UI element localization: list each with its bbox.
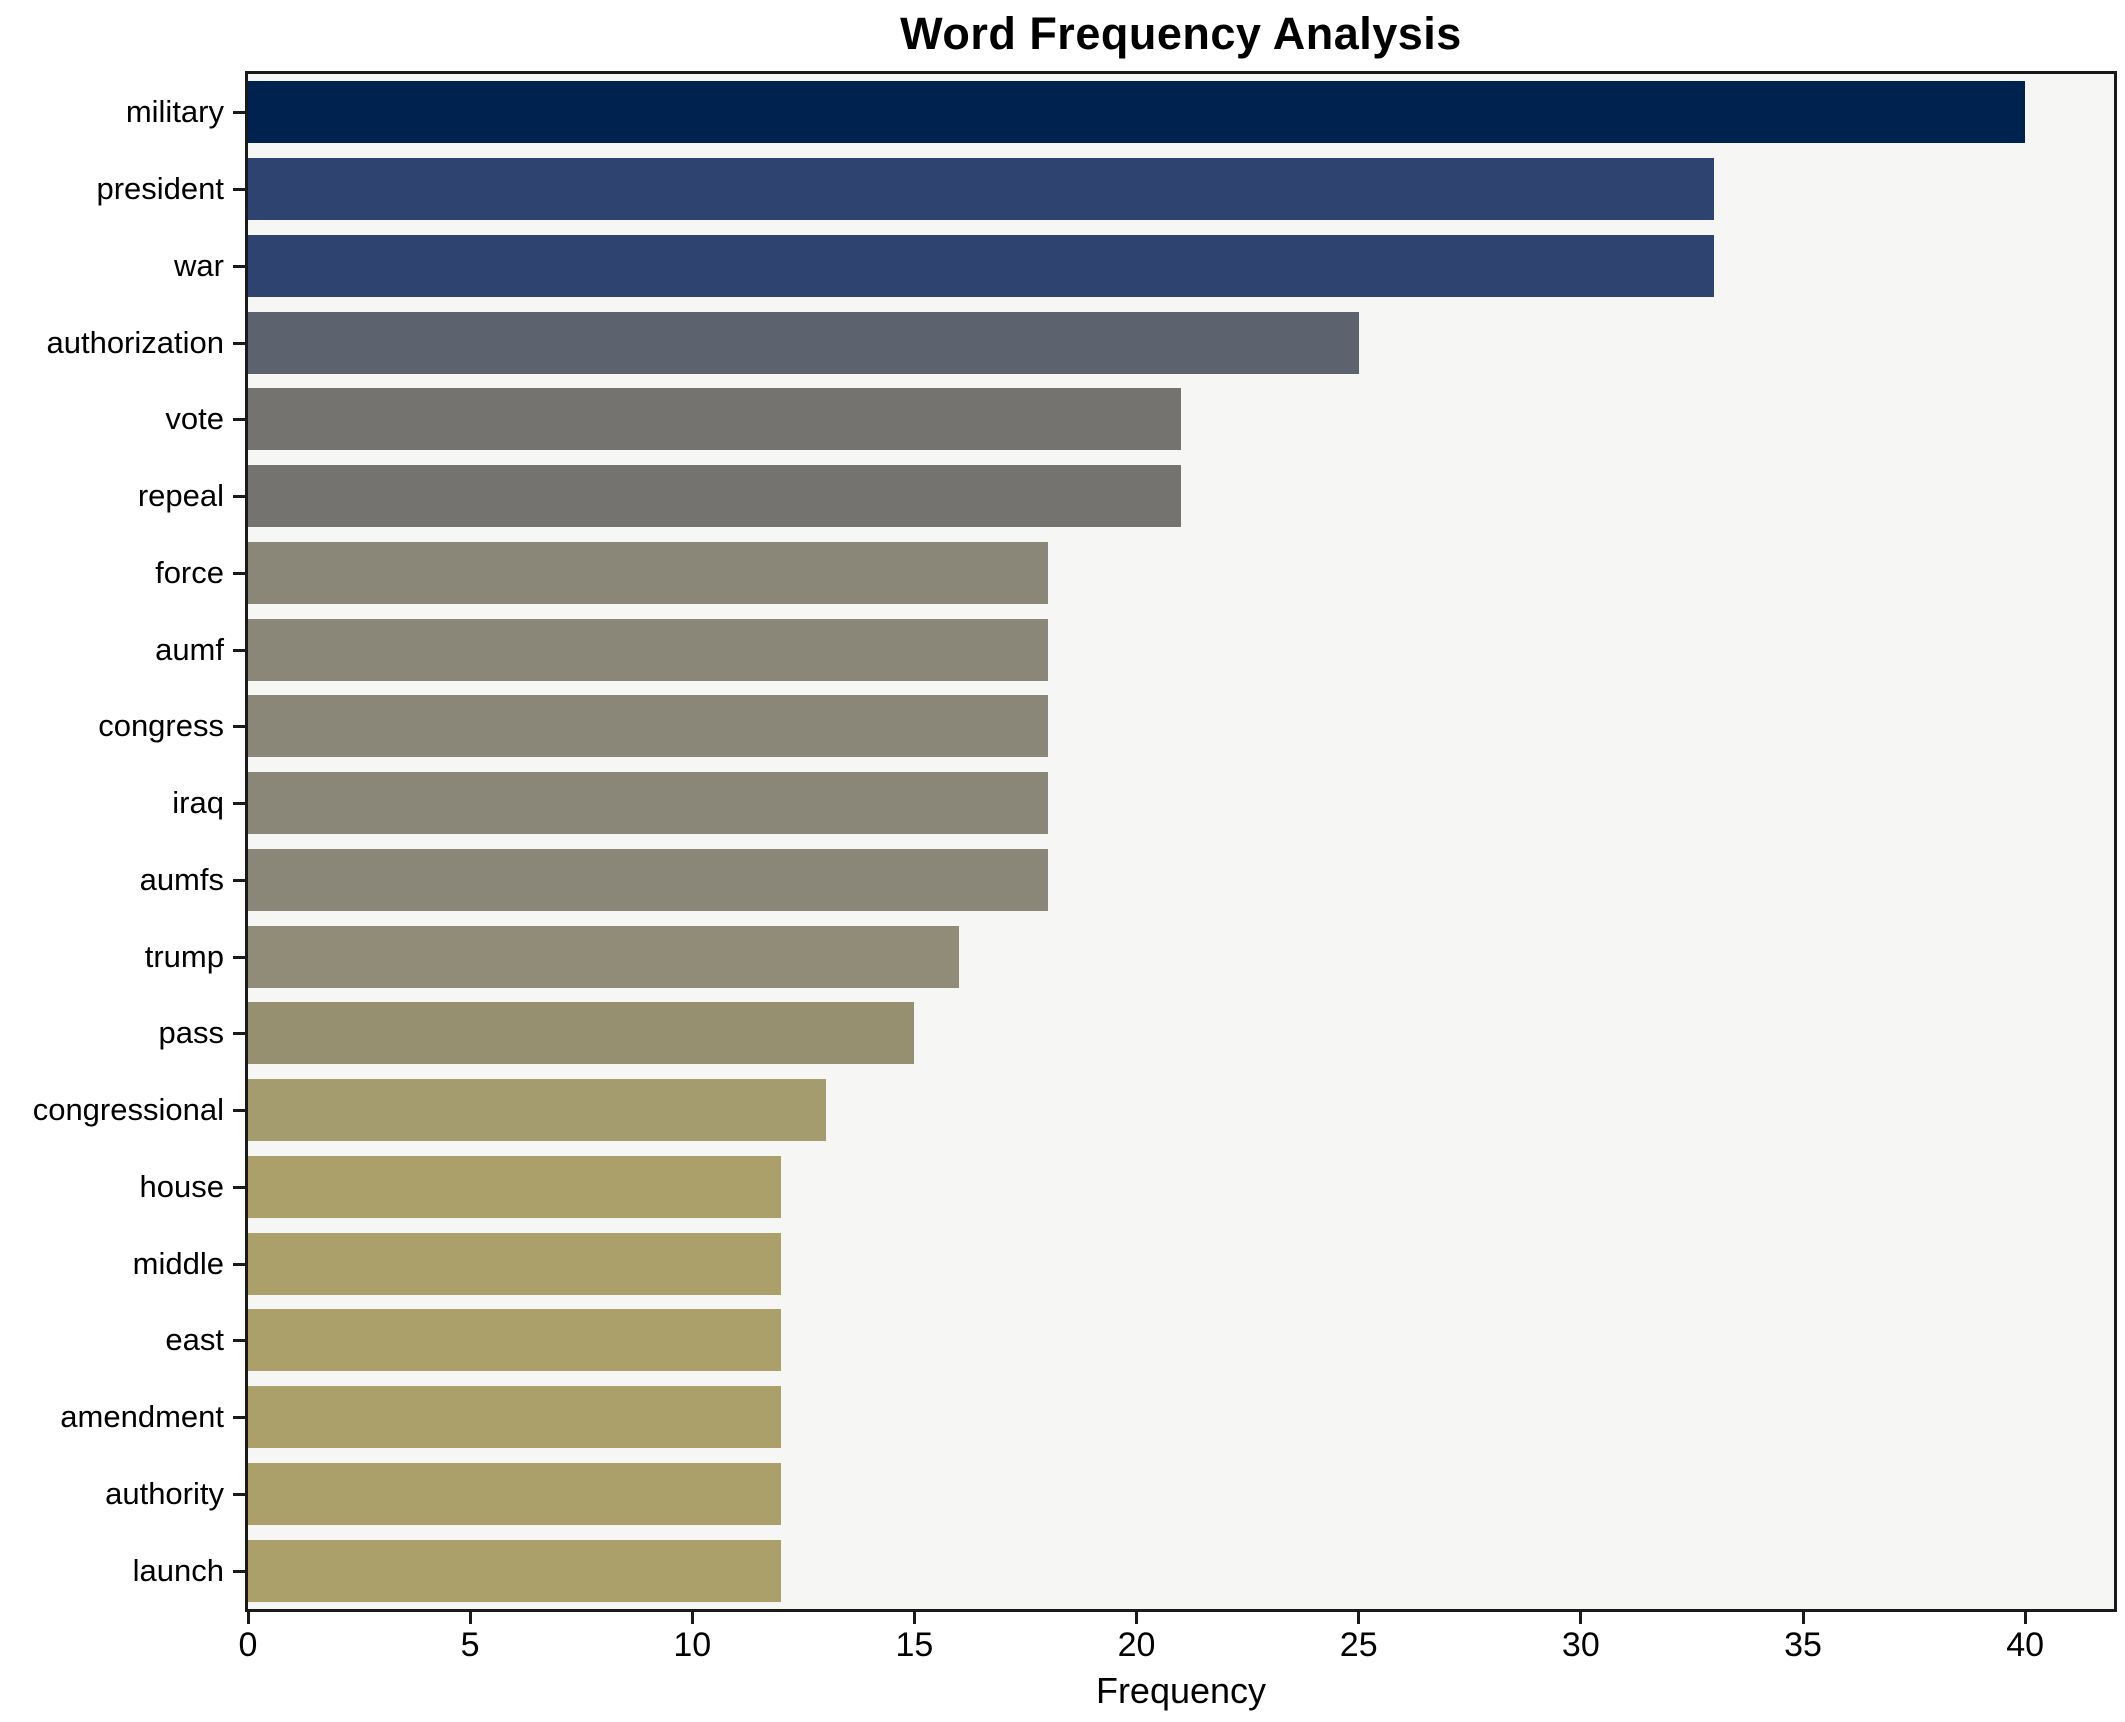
y-axis-label: house xyxy=(139,1168,224,1204)
y-tick-mark xyxy=(233,648,245,652)
y-axis-label: iraq xyxy=(172,785,224,821)
x-axis-tick-label: 5 xyxy=(460,1626,480,1664)
y-axis-label: military xyxy=(125,94,224,130)
y-axis-label: vote xyxy=(165,401,224,437)
bar-authority xyxy=(248,1462,782,1525)
y-axis-label: amendment xyxy=(60,1399,224,1435)
x-axis-tick-label: 15 xyxy=(895,1626,934,1664)
y-axis-label: congressional xyxy=(32,1092,224,1128)
bar-aumf xyxy=(248,618,1048,681)
x-tick-mark xyxy=(246,1612,250,1624)
y-axis-label: aumf xyxy=(155,631,224,667)
y-tick-mark xyxy=(233,188,245,192)
x-tick-mark xyxy=(1579,1612,1583,1624)
y-tick-mark xyxy=(233,571,245,575)
x-tick-mark xyxy=(1801,1612,1805,1624)
plot-area xyxy=(245,71,2117,1612)
bar-amendment xyxy=(248,1386,782,1449)
y-tick-mark xyxy=(233,1492,245,1496)
bar-trump xyxy=(248,925,959,988)
x-axis-tick-label: 40 xyxy=(2006,1626,2045,1664)
bar-authorization xyxy=(248,311,1359,374)
y-axis-label: force xyxy=(155,554,224,590)
y-axis-label: middle xyxy=(132,1245,224,1281)
y-axis-label: authorization xyxy=(46,324,224,360)
chart-title: Word Frequency Analysis xyxy=(900,8,1462,59)
bar-military xyxy=(248,81,2026,144)
y-axis-label: east xyxy=(165,1322,224,1358)
x-axis-tick-label: 10 xyxy=(673,1626,712,1664)
y-axis-label: congress xyxy=(98,708,224,744)
x-tick-mark xyxy=(1357,1612,1361,1624)
y-axis-label: launch xyxy=(132,1552,224,1588)
y-tick-mark xyxy=(233,495,245,499)
y-tick-mark xyxy=(233,1032,245,1036)
y-axis-label: authority xyxy=(105,1475,224,1511)
x-axis-tick-label: 25 xyxy=(1339,1626,1378,1664)
bar-house xyxy=(248,1155,782,1218)
x-tick-mark xyxy=(468,1612,472,1624)
x-tick-mark xyxy=(912,1612,916,1624)
y-tick-mark xyxy=(233,725,245,729)
y-tick-mark xyxy=(233,1339,245,1343)
bar-launch xyxy=(248,1539,782,1602)
y-tick-mark xyxy=(233,418,245,422)
y-tick-mark xyxy=(233,1416,245,1420)
y-axis-label: trump xyxy=(144,938,224,974)
bar-congressional xyxy=(248,1079,826,1142)
y-tick-mark xyxy=(233,1109,245,1113)
y-tick-mark xyxy=(233,1262,245,1266)
y-axis-label: war xyxy=(174,247,224,283)
x-tick-mark xyxy=(1135,1612,1139,1624)
bar-vote xyxy=(248,388,1181,451)
y-axis-label: aumfs xyxy=(139,861,224,897)
x-axis-tick-label: 30 xyxy=(1561,1626,1600,1664)
bar-middle xyxy=(248,1232,782,1295)
x-axis-title: Frequency xyxy=(1095,1670,1267,1711)
x-axis-tick-label: 20 xyxy=(1117,1626,1156,1664)
bar-iraq xyxy=(248,772,1048,835)
y-tick-mark xyxy=(233,341,245,345)
bar-congress xyxy=(248,695,1048,758)
x-axis-tick-label: 35 xyxy=(1784,1626,1822,1664)
x-axis-tick-label: 0 xyxy=(238,1626,258,1664)
bar-repeal xyxy=(248,465,1181,528)
y-tick-mark xyxy=(233,1569,245,1573)
y-tick-mark xyxy=(233,802,245,806)
y-tick-mark xyxy=(233,878,245,882)
bar-president xyxy=(248,158,1715,221)
x-tick-mark xyxy=(2023,1612,2027,1624)
y-tick-mark xyxy=(233,955,245,959)
bar-east xyxy=(248,1309,782,1372)
bar-war xyxy=(248,234,1715,297)
bar-pass xyxy=(248,1002,915,1065)
y-axis-label: pass xyxy=(158,1015,224,1051)
y-tick-mark xyxy=(233,111,245,115)
bar-aumfs xyxy=(248,848,1048,911)
x-tick-mark xyxy=(690,1612,694,1624)
y-tick-mark xyxy=(233,1185,245,1189)
bar-force xyxy=(248,541,1048,604)
y-axis-label: repeal xyxy=(137,478,224,514)
y-tick-mark xyxy=(233,264,245,268)
y-axis-label: president xyxy=(96,171,224,207)
